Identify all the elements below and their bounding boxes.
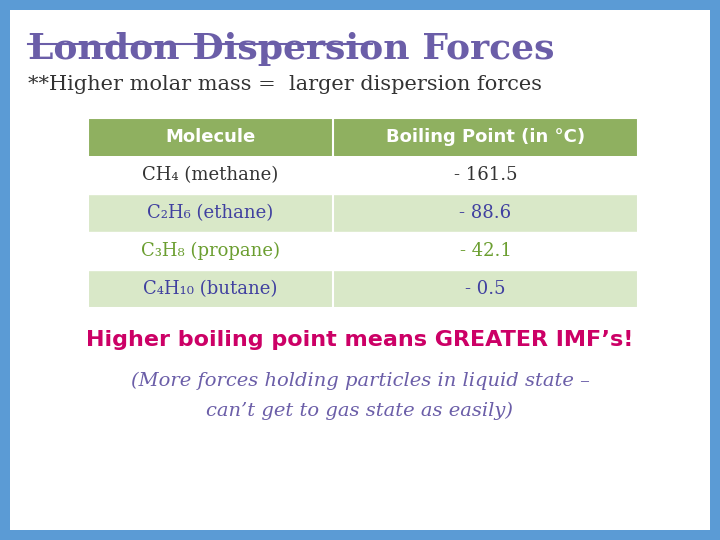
Text: **Higher molar mass =  larger dispersion forces: **Higher molar mass = larger dispersion …	[28, 75, 542, 94]
Text: London Dispersion Forces: London Dispersion Forces	[28, 32, 554, 66]
Text: Boiling Point (in °C): Boiling Point (in °C)	[386, 128, 585, 146]
Text: C₂H₆ (ethane): C₂H₆ (ethane)	[148, 204, 274, 222]
Text: CH₄ (methane): CH₄ (methane)	[143, 166, 279, 184]
FancyBboxPatch shape	[88, 270, 638, 308]
FancyBboxPatch shape	[88, 118, 638, 156]
FancyBboxPatch shape	[88, 156, 638, 194]
Text: C₃H₈ (propane): C₃H₈ (propane)	[141, 242, 280, 260]
Text: (More forces holding particles in liquid state –: (More forces holding particles in liquid…	[130, 372, 590, 390]
Text: - 161.5: - 161.5	[454, 166, 517, 184]
Text: - 0.5: - 0.5	[465, 280, 505, 298]
Text: - 88.6: - 88.6	[459, 204, 512, 222]
Text: - 42.1: - 42.1	[459, 242, 511, 260]
FancyBboxPatch shape	[88, 232, 638, 270]
Text: C₄H₁₀ (butane): C₄H₁₀ (butane)	[143, 280, 278, 298]
Text: Molecule: Molecule	[166, 128, 256, 146]
FancyBboxPatch shape	[88, 194, 638, 232]
Text: Higher boiling point means GREATER IMF’s!: Higher boiling point means GREATER IMF’s…	[86, 330, 634, 350]
FancyBboxPatch shape	[10, 10, 710, 530]
Text: can’t get to gas state as easily): can’t get to gas state as easily)	[207, 402, 513, 420]
